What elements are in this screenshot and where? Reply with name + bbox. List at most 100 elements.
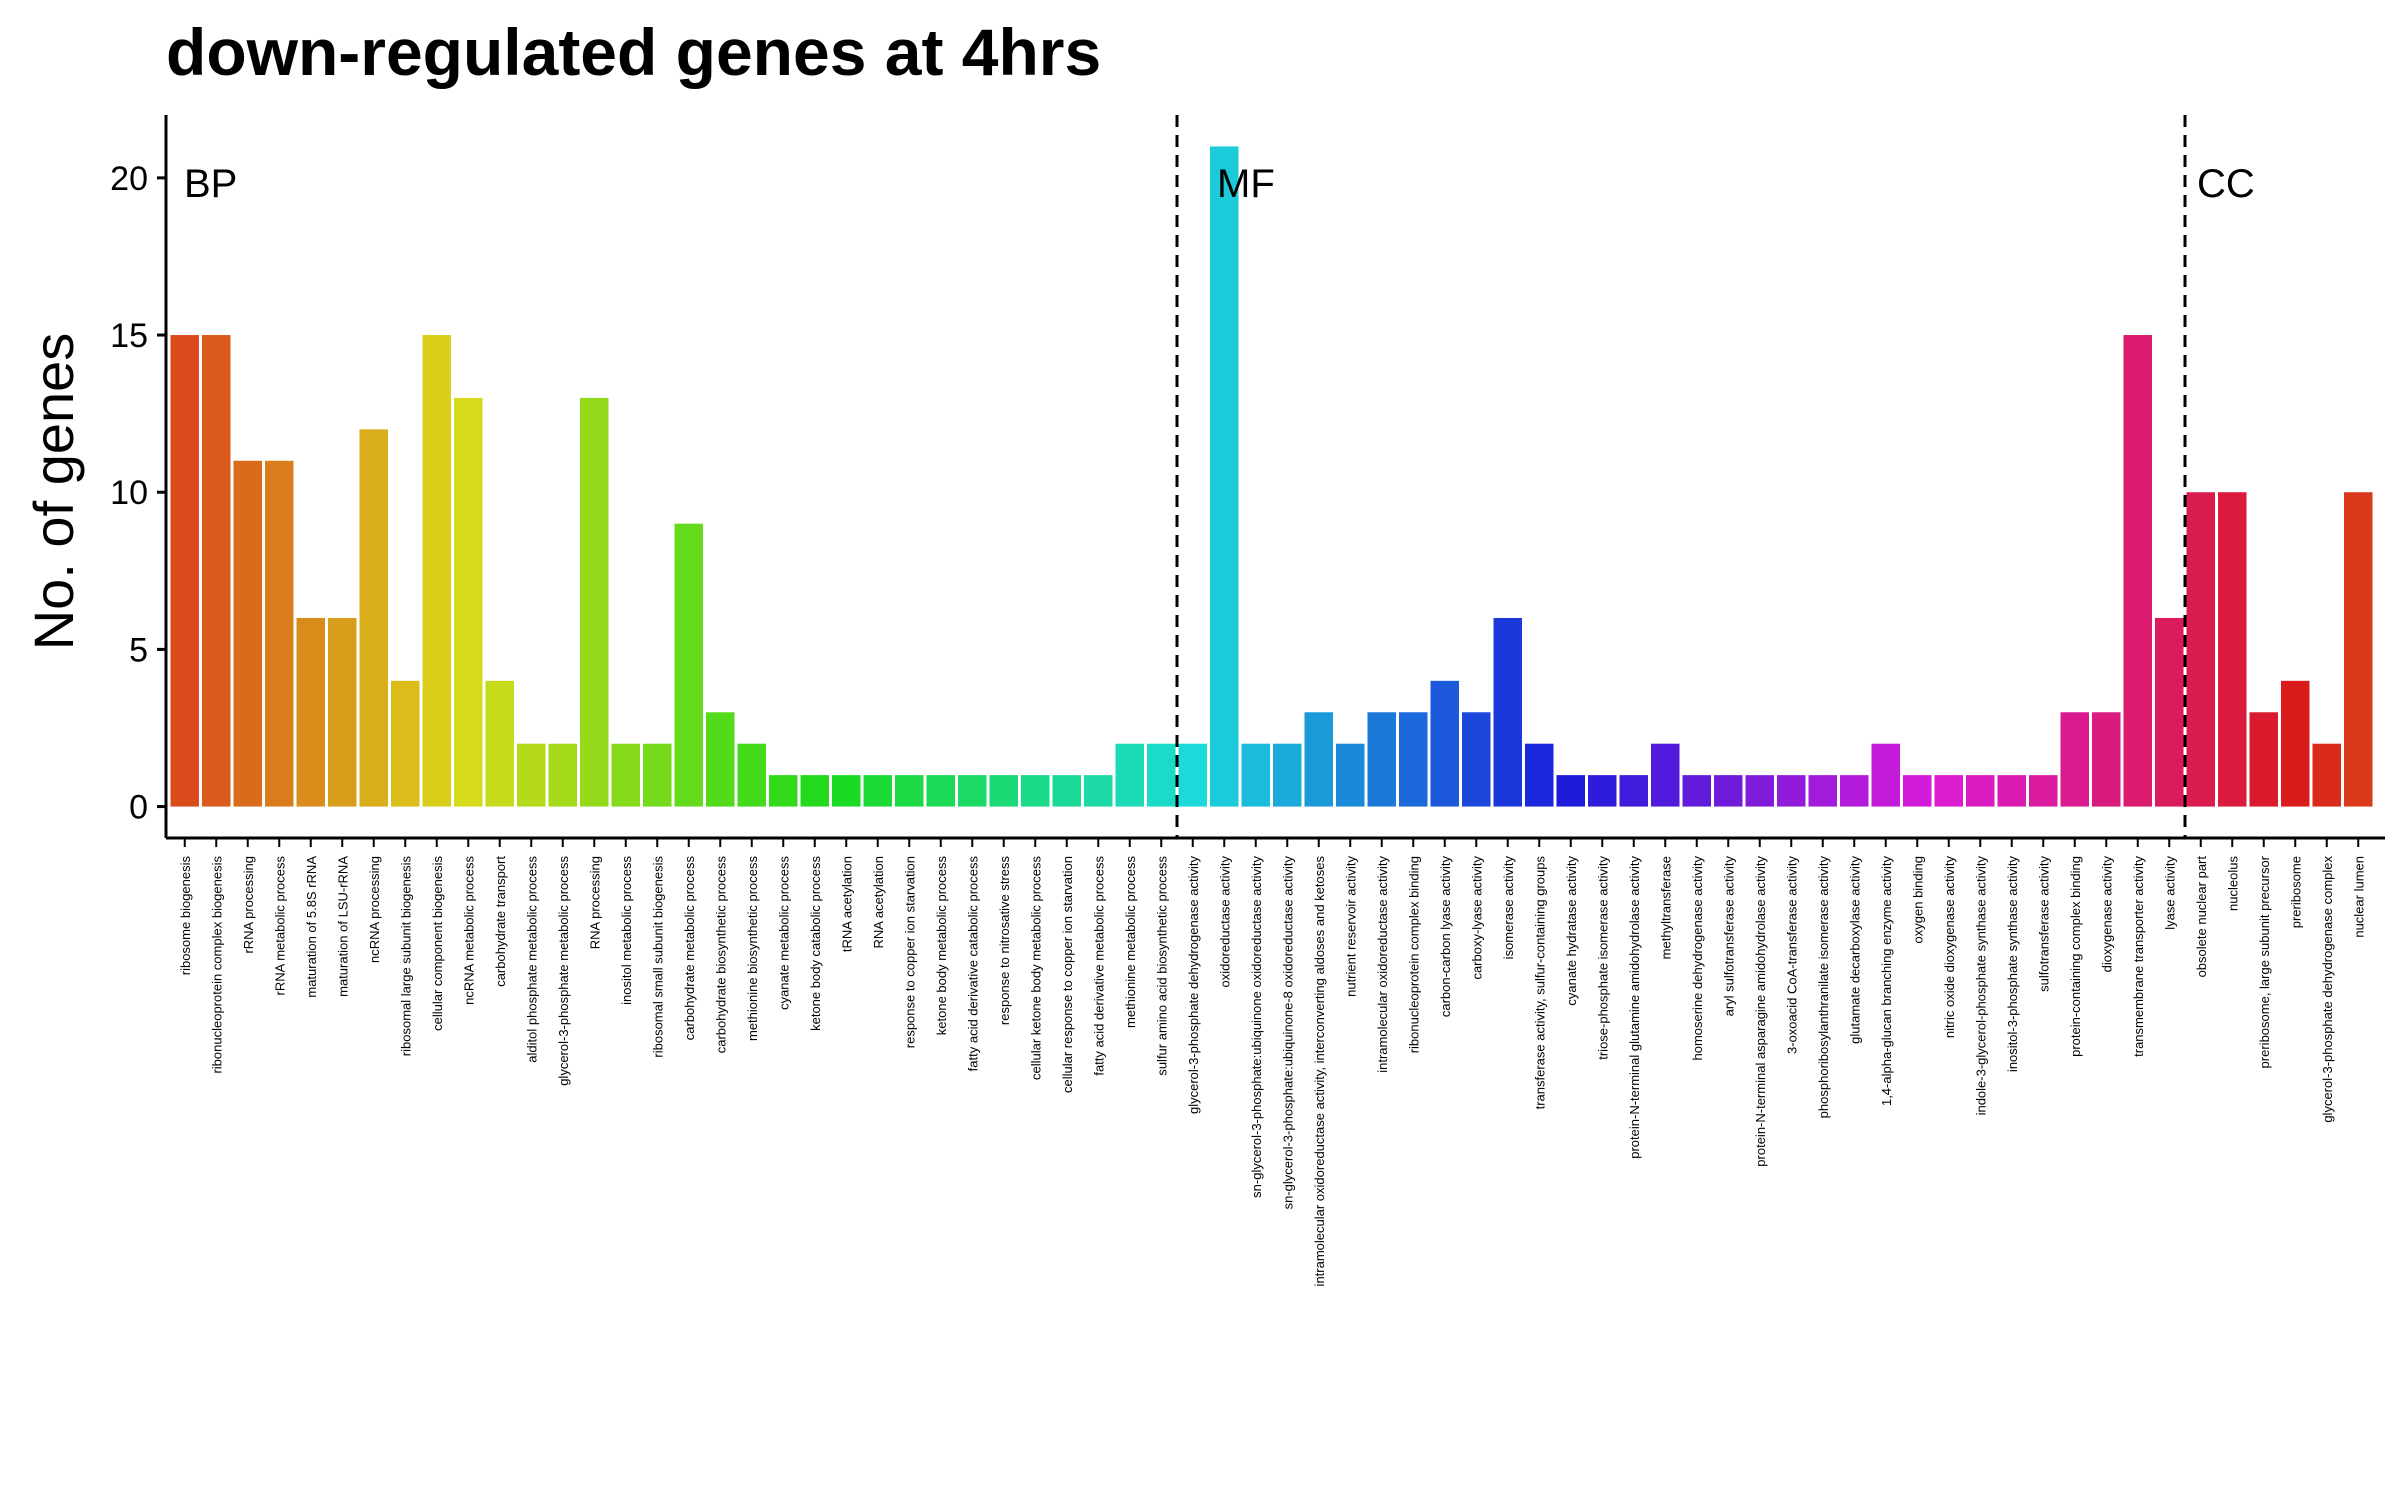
bar (2029, 775, 2058, 807)
x-tick-label: dioxygenase activity (2099, 856, 2114, 973)
bar (296, 617, 325, 807)
x-tick-label: nuclear lumen (2351, 856, 2366, 938)
bar (895, 775, 924, 807)
bar (1556, 775, 1585, 807)
bar (1777, 775, 1806, 807)
x-tick-label: alditol phosphate metabolic process (524, 856, 539, 1063)
x-tick-label: sulfotransferase activity (2036, 856, 2051, 992)
x-tick-label: 3-oxoacid CoA-transferase activity (1784, 856, 1799, 1054)
y-axis-title: No. of genes (22, 333, 85, 651)
bar (170, 335, 199, 807)
x-tick-label: carbohydrate transport (493, 856, 508, 987)
bar (1241, 743, 1270, 807)
bar (800, 775, 829, 807)
x-tick-label: cellular response to copper ion starvati… (1060, 856, 1075, 1093)
bar (580, 397, 609, 807)
x-tick-label: methionine metabolic process (1123, 856, 1138, 1028)
x-tick-label: ribosomal large subunit biogenesis (398, 856, 413, 1057)
bar (391, 680, 420, 807)
x-tick-label: carbohydrate biosynthetic process (713, 856, 728, 1054)
x-tick-label: nitric oxide dioxygenase activity (1942, 856, 1957, 1039)
x-tick-label: ketone body metabolic process (934, 856, 949, 1036)
bar (1115, 743, 1144, 807)
bar (674, 523, 703, 807)
x-tick-label: isomerase activity (1501, 856, 1516, 960)
bar (548, 743, 577, 807)
x-tick-label: transmembrane transporter activity (2131, 856, 2146, 1057)
x-tick-label: maturation of LSU-rRNA (335, 856, 350, 997)
x-tick-label: ribosome biogenesis (178, 856, 193, 976)
x-tick-label: sn-glycerol-3-phosphate:ubiquinone-8 oxi… (1280, 856, 1295, 1210)
x-tick-label: preribosome (2288, 856, 2303, 928)
bar (1430, 680, 1459, 807)
x-tick-label: protein-containing complex binding (2068, 856, 2083, 1057)
x-tick-label: triose-phosphate isomerase activity (1595, 856, 1610, 1060)
x-tick-label: protein-N-terminal glutamine amidohydrol… (1627, 856, 1642, 1159)
bar (1651, 743, 1680, 807)
bar (832, 775, 861, 807)
y-tick-label: 5 (129, 631, 148, 669)
x-tick-label: carbohydrate metabolic process (682, 856, 697, 1041)
bar (769, 775, 798, 807)
bar (1745, 775, 1774, 807)
bar (2186, 492, 2215, 807)
x-tick-label: ribonucleoprotein complex biogenesis (209, 856, 224, 1074)
x-tick-label: glutamate decarboxylase activity (1847, 856, 1862, 1044)
bar (1966, 775, 1995, 807)
bar (1084, 775, 1113, 807)
x-tick-label: cyanate metabolic process (776, 856, 791, 1010)
bar (1525, 743, 1554, 807)
bar (2060, 712, 2089, 807)
group-labels: BP MF CC (184, 162, 2255, 206)
bar (1178, 743, 1207, 807)
bar (1493, 617, 1522, 807)
x-tick-label: RNA processing (587, 856, 602, 949)
x-tick-label: glycerol-3-phosphate metabolic process (556, 856, 571, 1086)
bar (926, 775, 955, 807)
bar (454, 397, 483, 807)
bar (328, 617, 357, 807)
bar (1462, 712, 1491, 807)
x-tick-label: response to copper ion starvation (902, 856, 917, 1048)
bar (2249, 712, 2278, 807)
x-tick-label: protein-N-terminal asparagine amidohydro… (1753, 856, 1768, 1167)
bar (1052, 775, 1081, 807)
y-tick-labels: 0 5 10 15 20 (110, 160, 148, 827)
x-tick-label: sn-glycerol-3-phosphate:ubiquinone oxido… (1249, 856, 1264, 1198)
x-tick-label: carboxy-lyase activity (1469, 856, 1484, 980)
x-tick-label: inositol-3-phosphate synthase activity (2005, 856, 2020, 1073)
x-tick-label: glycerol-3-phosphate dehydrogenase compl… (2320, 856, 2335, 1123)
x-tick-label: RNA acetylation (871, 856, 886, 949)
bar (1367, 712, 1396, 807)
bar (1304, 712, 1333, 807)
bar (422, 335, 451, 807)
group-label: MF (1217, 162, 1275, 206)
bar (2092, 712, 2121, 807)
bar (1399, 712, 1428, 807)
x-tick-label: response to nitrosative stress (997, 856, 1012, 1026)
bar (359, 429, 388, 807)
x-tick-label: indole-3-glycerol-phosphate synthase act… (1973, 856, 1988, 1116)
bar (958, 775, 987, 807)
x-tick-label: inositol metabolic process (619, 856, 634, 1005)
bar (989, 775, 1018, 807)
x-tick-label: ketone body catabolic process (808, 856, 823, 1031)
x-tick-label: 1,4-alpha-glucan branching enzyme activi… (1879, 856, 1894, 1107)
bar (1588, 775, 1617, 807)
y-tick-label: 10 (110, 474, 148, 512)
x-tick-label: ribonucleoprotein complex binding (1406, 856, 1421, 1053)
bar (1997, 775, 2026, 807)
bars-layer (170, 146, 2373, 807)
bar (1903, 775, 1932, 807)
x-tick-label: aryl sulfotransferase activity (1721, 856, 1736, 1017)
x-tick-label: oxygen binding (1910, 856, 1925, 943)
x-tick-label: nucleolus (2225, 856, 2240, 911)
bar (1210, 146, 1239, 807)
bar (233, 460, 262, 807)
x-tick-label: ncRNA processing (367, 856, 382, 963)
group-dividers (1175, 115, 2187, 838)
x-tick-label: obsolete nuclear part (2194, 856, 2209, 978)
bar (202, 335, 231, 807)
x-tick-label: methyltransferase (1658, 856, 1673, 959)
